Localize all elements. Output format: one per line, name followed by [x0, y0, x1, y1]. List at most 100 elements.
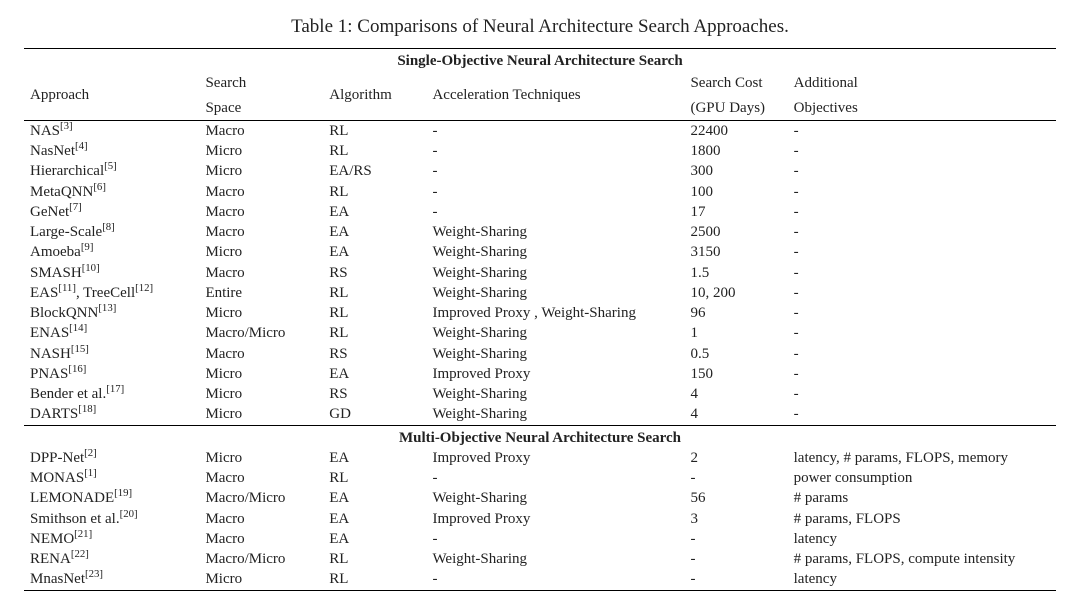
cell-acceleration: Weight-Sharing: [426, 222, 684, 242]
cell-algorithm: RL: [323, 323, 426, 343]
cell-approach: PNAS[16]: [24, 364, 199, 384]
approach-ref: [13]: [98, 302, 116, 314]
table-row: LEMONADE[19]Macro/MicroEAWeight-Sharing5…: [24, 488, 1056, 508]
approach-name: Smithson et al.: [30, 511, 120, 527]
cell-approach: DARTS[18]: [24, 404, 199, 425]
approach-ref: [5]: [104, 160, 117, 172]
cell-space: Macro/Micro: [199, 323, 323, 343]
approach-ref: [4]: [75, 140, 88, 152]
col-cost-1: Search Cost: [684, 71, 787, 95]
cell-additional: -: [788, 283, 1056, 303]
cell-cost: 1.5: [684, 263, 787, 283]
cell-acceleration: Weight-Sharing: [426, 263, 684, 283]
cell-algorithm: RS: [323, 384, 426, 404]
cell-algorithm: RL: [323, 569, 426, 590]
cell-space: Micro: [199, 384, 323, 404]
cell-approach: NASH[15]: [24, 344, 199, 364]
cell-space: Macro: [199, 344, 323, 364]
section-header-1: Single-Objective Neural Architecture Sea…: [24, 49, 1056, 72]
table-row: Large-Scale[8]MacroEAWeight-Sharing2500-: [24, 222, 1056, 242]
approach-ref: [8]: [102, 221, 115, 233]
cell-space: Macro: [199, 529, 323, 549]
table-caption: Table 1: Comparisons of Neural Architect…: [24, 16, 1056, 38]
table-row: MetaQNN[6]MacroRL-100-: [24, 182, 1056, 202]
col-approach: Approach: [24, 71, 199, 120]
table-row: BlockQNN[13]MicroRLImproved Proxy , Weig…: [24, 303, 1056, 323]
cell-acceleration: -: [426, 161, 684, 181]
col-space-1: Search: [199, 71, 323, 95]
cell-algorithm: EA/RS: [323, 161, 426, 181]
cell-additional: # params: [788, 488, 1056, 508]
approach-name-2: , TreeCell: [76, 285, 135, 301]
cell-space: Macro: [199, 263, 323, 283]
table-row: NasNet[4]MicroRL-1800-: [24, 141, 1056, 161]
cell-additional: latency, # params, FLOPS, memory: [788, 448, 1056, 468]
cell-cost: -: [684, 569, 787, 590]
cell-additional: -: [788, 202, 1056, 222]
cell-acceleration: -: [426, 202, 684, 222]
cell-acceleration: -: [426, 569, 684, 590]
approach-name: MONAS: [30, 470, 84, 486]
approach-ref: [6]: [93, 181, 106, 193]
approach-ref: [18]: [78, 403, 96, 415]
table-row: EAS[11], TreeCell[12]EntireRLWeight-Shar…: [24, 283, 1056, 303]
cell-cost: 2500: [684, 222, 787, 242]
cell-algorithm: EA: [323, 222, 426, 242]
cell-acceleration: Weight-Sharing: [426, 344, 684, 364]
cell-space: Micro: [199, 242, 323, 262]
cell-algorithm: GD: [323, 404, 426, 425]
cell-space: Macro: [199, 182, 323, 202]
cell-additional: -: [788, 364, 1056, 384]
cell-space: Entire: [199, 283, 323, 303]
table-row: DPP-Net[2]MicroEAImproved Proxy2latency,…: [24, 448, 1056, 468]
cell-algorithm: EA: [323, 509, 426, 529]
cell-additional: # params, FLOPS, compute intensity: [788, 549, 1056, 569]
cell-space: Macro: [199, 468, 323, 488]
approach-name: DPP-Net: [30, 450, 84, 466]
col-cost-2: (GPU Days): [684, 96, 787, 121]
cell-acceleration: Weight-Sharing: [426, 283, 684, 303]
approach-ref: [16]: [68, 363, 86, 375]
cell-approach: BlockQNN[13]: [24, 303, 199, 323]
cell-approach: Bender et al.[17]: [24, 384, 199, 404]
approach-ref: [22]: [71, 548, 89, 560]
cell-acceleration: -: [426, 529, 684, 549]
table-row: MnasNet[23]MicroRL--latency: [24, 569, 1056, 590]
approach-name: EAS: [30, 285, 58, 301]
table-row: PNAS[16]MicroEAImproved Proxy150-: [24, 364, 1056, 384]
cell-additional: latency: [788, 569, 1056, 590]
cell-cost: 22400: [684, 120, 787, 141]
cell-cost: 17: [684, 202, 787, 222]
cell-algorithm: EA: [323, 242, 426, 262]
approach-name: MnasNet: [30, 571, 85, 587]
cell-algorithm: EA: [323, 364, 426, 384]
cell-space: Macro: [199, 202, 323, 222]
cell-additional: -: [788, 161, 1056, 181]
cell-space: Micro: [199, 448, 323, 468]
table-row: ENAS[14]Macro/MicroRLWeight-Sharing1-: [24, 323, 1056, 343]
approach-name: ENAS: [30, 325, 69, 341]
cell-space: Micro: [199, 364, 323, 384]
cell-cost: 10, 200: [684, 283, 787, 303]
cell-acceleration: Weight-Sharing: [426, 242, 684, 262]
cell-cost: -: [684, 549, 787, 569]
approach-ref: [9]: [81, 241, 94, 253]
approach-name: Bender et al.: [30, 386, 106, 402]
section-header-2: Multi-Objective Neural Architecture Sear…: [24, 425, 1056, 448]
cell-space: Micro: [199, 161, 323, 181]
cell-cost: 300: [684, 161, 787, 181]
cell-approach: Amoeba[9]: [24, 242, 199, 262]
cell-space: Micro: [199, 569, 323, 590]
cell-cost: 4: [684, 404, 787, 425]
cell-cost: 1: [684, 323, 787, 343]
cell-acceleration: Weight-Sharing: [426, 488, 684, 508]
cell-cost: 150: [684, 364, 787, 384]
comparison-table: Single-Objective Neural Architecture Sea…: [24, 48, 1056, 591]
table-row: MONAS[1]MacroRL--power consumption: [24, 468, 1056, 488]
approach-ref: [23]: [85, 568, 103, 580]
approach-name: MetaQNN: [30, 184, 93, 200]
approach-name: Hierarchical: [30, 163, 104, 179]
table-row: Smithson et al.[20]MacroEAImproved Proxy…: [24, 509, 1056, 529]
cell-algorithm: EA: [323, 202, 426, 222]
cell-algorithm: RL: [323, 549, 426, 569]
